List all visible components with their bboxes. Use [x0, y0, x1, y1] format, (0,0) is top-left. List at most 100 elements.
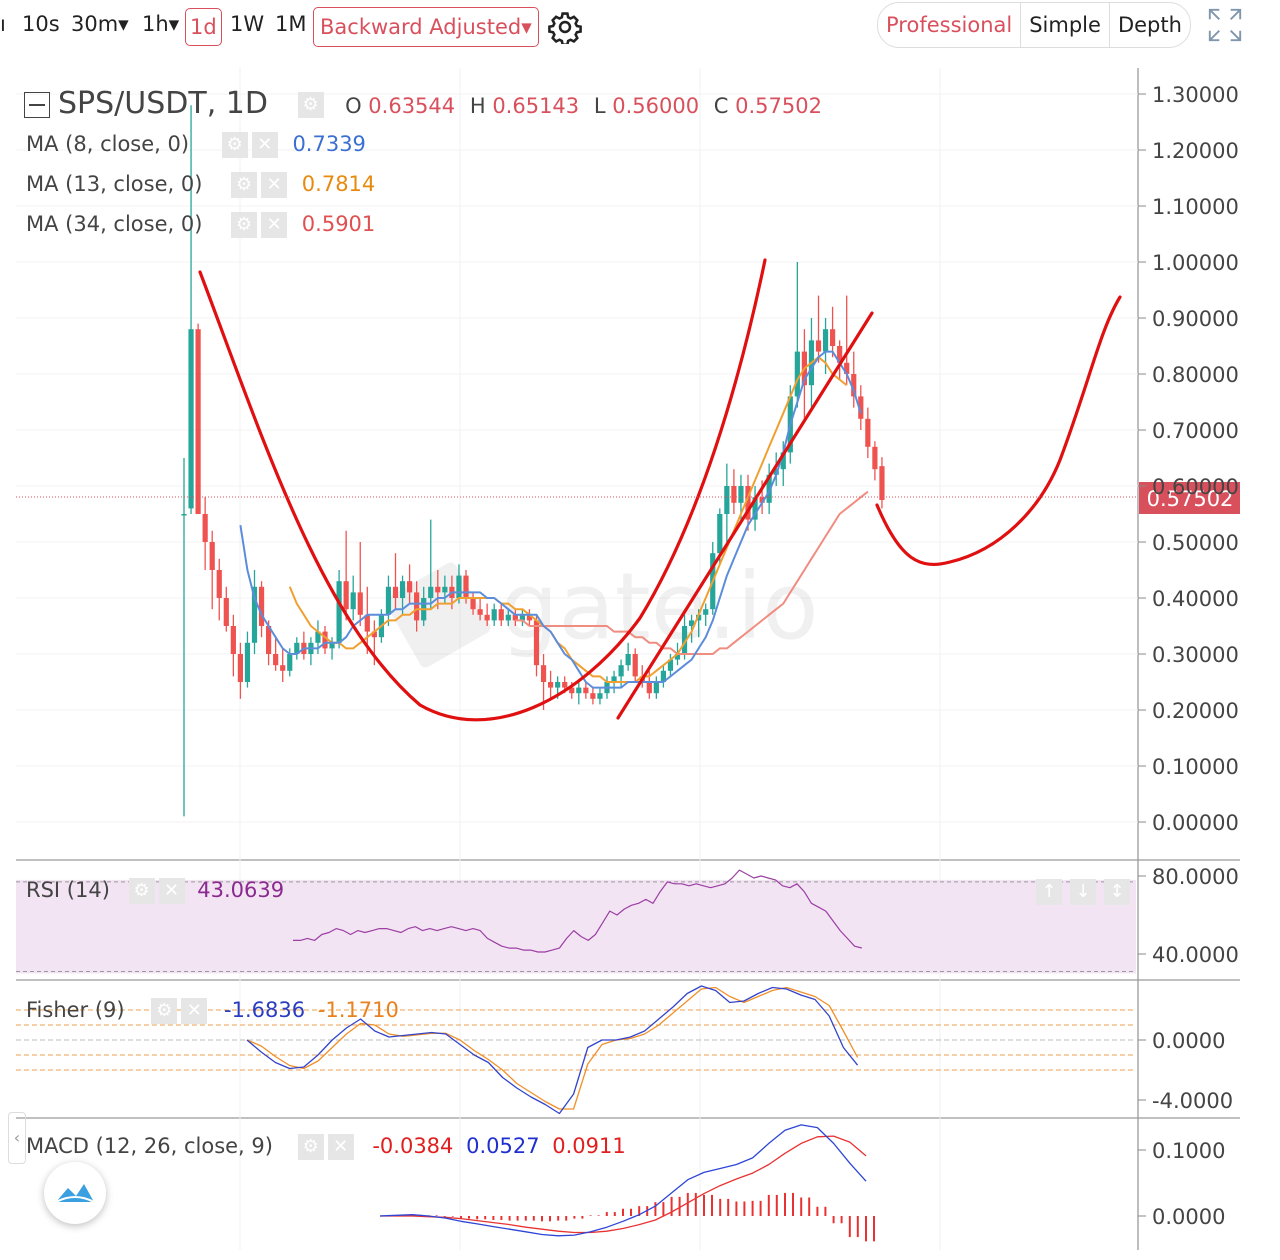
candle-body: [442, 586, 448, 593]
macd-settings-icon[interactable]: ⚙: [297, 1134, 324, 1160]
candle-body: [385, 586, 392, 615]
chart-frame: [16, 68, 1240, 1250]
ma34-close-icon[interactable]: ✕: [261, 212, 288, 238]
rsi-value: 43.0639: [197, 878, 285, 902]
fisher-axis-label: 0.0000: [1152, 1029, 1225, 1053]
candle-body: [844, 362, 850, 374]
rsi-line: [293, 869, 862, 953]
ma8-settings-icon[interactable]: ⚙: [221, 132, 248, 158]
last-price-tag: [1139, 482, 1240, 514]
timeframe-1d[interactable]: 1d: [185, 8, 222, 46]
candle-body: [181, 514, 187, 516]
candle-body: [294, 642, 300, 654]
price-axis-label: 1.10000: [1152, 195, 1239, 219]
candle-body: [858, 396, 864, 419]
ma13-value: 0.7814: [301, 172, 376, 196]
view-depth[interactable]: Depth: [1108, 3, 1190, 47]
candle-body: [216, 570, 222, 598]
timeframe-1m[interactable]: 1M: [275, 12, 307, 36]
low-label: L: [593, 94, 606, 118]
ma13-settings-icon[interactable]: ⚙: [231, 172, 258, 198]
candle-body: [576, 687, 582, 694]
timeframe-1w[interactable]: 1W: [230, 12, 265, 36]
pane-move-up-icon[interactable]: ↑: [1036, 879, 1062, 905]
timeframe-tick-icon: ı: [0, 12, 6, 36]
macd-label: MACD (12, 26, close, 9): [26, 1134, 273, 1158]
candle-body: [851, 374, 857, 397]
candle-body: [188, 329, 194, 509]
rsi-axis-label: 40.0000: [1152, 943, 1239, 967]
candle-body: [618, 665, 624, 677]
candle-body: [343, 581, 349, 610]
candle-body: [428, 586, 434, 598]
chart-logo-button[interactable]: [44, 1162, 106, 1224]
candle-body: [780, 452, 786, 470]
pane-move-down-icon[interactable]: ↓: [1070, 879, 1096, 905]
candle-body: [555, 682, 561, 688]
macd-value-1: -0.0384: [372, 1134, 454, 1158]
candle-body: [717, 514, 723, 554]
side-panel-toggle-icon[interactable]: ‹: [8, 1112, 26, 1164]
candle-body: [837, 346, 843, 363]
price-axis-label: 0.70000: [1152, 419, 1239, 443]
candle-body: [667, 659, 674, 671]
timeframe-1h[interactable]: 1h▾: [142, 12, 180, 36]
fisher-close-icon[interactable]: ✕: [181, 998, 208, 1024]
trendline: [616, 311, 874, 720]
price-axis-label: 0.80000: [1152, 363, 1239, 387]
low-value: 0.56000: [612, 94, 700, 118]
ma34-settings-icon[interactable]: ⚙: [231, 212, 258, 238]
candle-body: [865, 418, 871, 447]
fisher-value-1: -1.6836: [224, 998, 306, 1022]
moving-average-lines: [239, 350, 869, 689]
rsi-close-icon[interactable]: ✕: [158, 878, 185, 904]
price-adjustment-dropdown[interactable]: Backward Adjusted▾: [313, 7, 539, 47]
price-axis-label: 1.20000: [1152, 139, 1239, 163]
candle-body: [336, 581, 342, 643]
fisher-legend: Fisher (9) ⚙ ✕ -1.6836 -1.1710: [26, 998, 399, 1024]
macd-axis-label: 0.1000: [1152, 1139, 1225, 1163]
price-axis-label: 0.20000: [1152, 699, 1239, 723]
close-label: C: [713, 94, 729, 118]
candle-body: [696, 614, 702, 621]
candle-body: [258, 586, 265, 626]
macd-axis-label: 0.0000: [1152, 1205, 1225, 1229]
pane-resize-icon[interactable]: ↕: [1104, 879, 1130, 905]
candle-body: [752, 497, 758, 520]
fullscreen-icon[interactable]: [1206, 6, 1244, 44]
fisher-settings-icon[interactable]: ⚙: [151, 998, 178, 1024]
candle-body: [435, 586, 441, 593]
view-simple[interactable]: Simple: [1020, 3, 1109, 47]
candle-body: [794, 351, 800, 397]
fisher-line: [246, 985, 859, 1115]
ma8-label: MA (8, close, 0): [26, 132, 190, 156]
candle-body: [738, 486, 744, 503]
rsi-settings-icon[interactable]: ⚙: [128, 878, 155, 904]
candle-body: [230, 626, 236, 654]
ma13-close-icon[interactable]: ✕: [261, 172, 288, 198]
candle-body: [414, 592, 420, 621]
ma13-line: [288, 356, 848, 683]
collapse-icon[interactable]: [24, 91, 50, 118]
candle-body: [583, 687, 589, 694]
close-value: 0.57502: [735, 94, 822, 118]
symbol-legend: SPS/USDT, 1D ⚙ O 0.63544 H 0.65143 L 0.5…: [24, 86, 822, 121]
candle-body: [822, 329, 829, 352]
timeframe-10s[interactable]: 10s: [22, 12, 60, 36]
candle-body: [491, 609, 497, 621]
high-label: H: [469, 94, 486, 118]
settings-gear-icon[interactable]: [548, 10, 582, 44]
candle-body: [329, 642, 335, 649]
candle-body: [357, 592, 363, 615]
macd-close-icon[interactable]: ✕: [327, 1134, 354, 1160]
high-value: 0.65143: [492, 94, 580, 118]
price-axis-label: 0.00000: [1152, 811, 1239, 835]
view-professional[interactable]: Professional: [886, 13, 1013, 37]
symbol-settings-icon[interactable]: ⚙: [297, 91, 324, 118]
candle-body: [266, 626, 272, 654]
ma8-close-icon[interactable]: ✕: [251, 132, 278, 158]
candle-body: [590, 693, 596, 699]
ma34-line: [515, 490, 869, 655]
timeframe-30m[interactable]: 30m▾: [71, 12, 129, 36]
